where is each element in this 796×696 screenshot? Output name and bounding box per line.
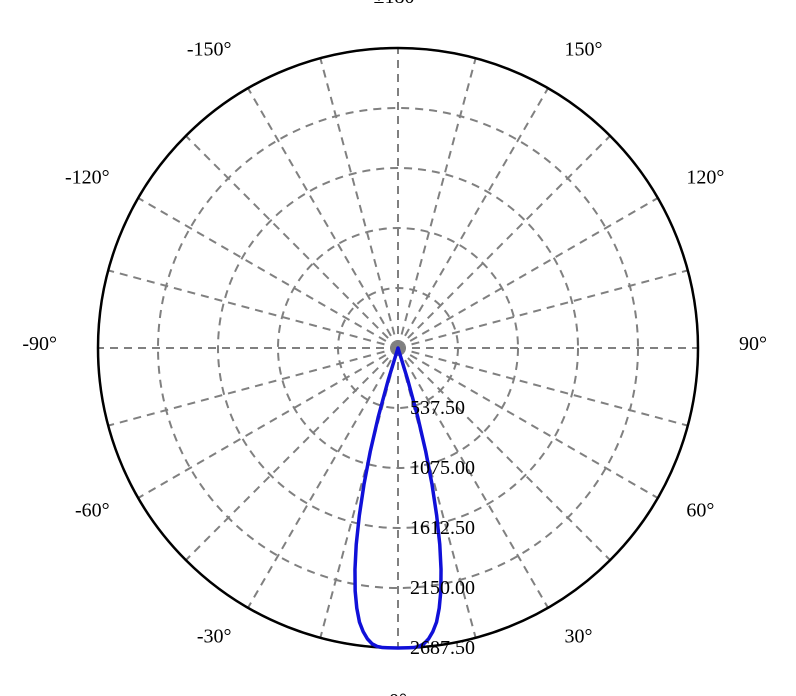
angle-label: 0° (389, 690, 407, 696)
angle-label: 90° (739, 333, 767, 355)
angle-label: 60° (686, 500, 714, 522)
radial-label: 1612.50 (410, 517, 475, 539)
angle-label: 30° (565, 625, 593, 647)
radial-label: 1075.00 (410, 457, 475, 479)
angle-label: ±180° (374, 0, 423, 8)
angle-label: -30° (197, 625, 232, 647)
radial-label: 2687.50 (410, 637, 475, 659)
angle-label: 150° (565, 39, 603, 61)
radial-label: 537.50 (410, 397, 465, 419)
angle-label: 120° (686, 167, 724, 189)
polar-chart: 537.50 1075.00 1612.50 2150.00 2687.50 ±180° 1… (0, 0, 796, 696)
angle-label: -120° (65, 167, 110, 189)
angle-label: -90° (22, 333, 57, 355)
angle-label: -150° (187, 39, 232, 61)
radial-label: 2150.00 (410, 577, 475, 599)
angle-label: -60° (75, 500, 110, 522)
